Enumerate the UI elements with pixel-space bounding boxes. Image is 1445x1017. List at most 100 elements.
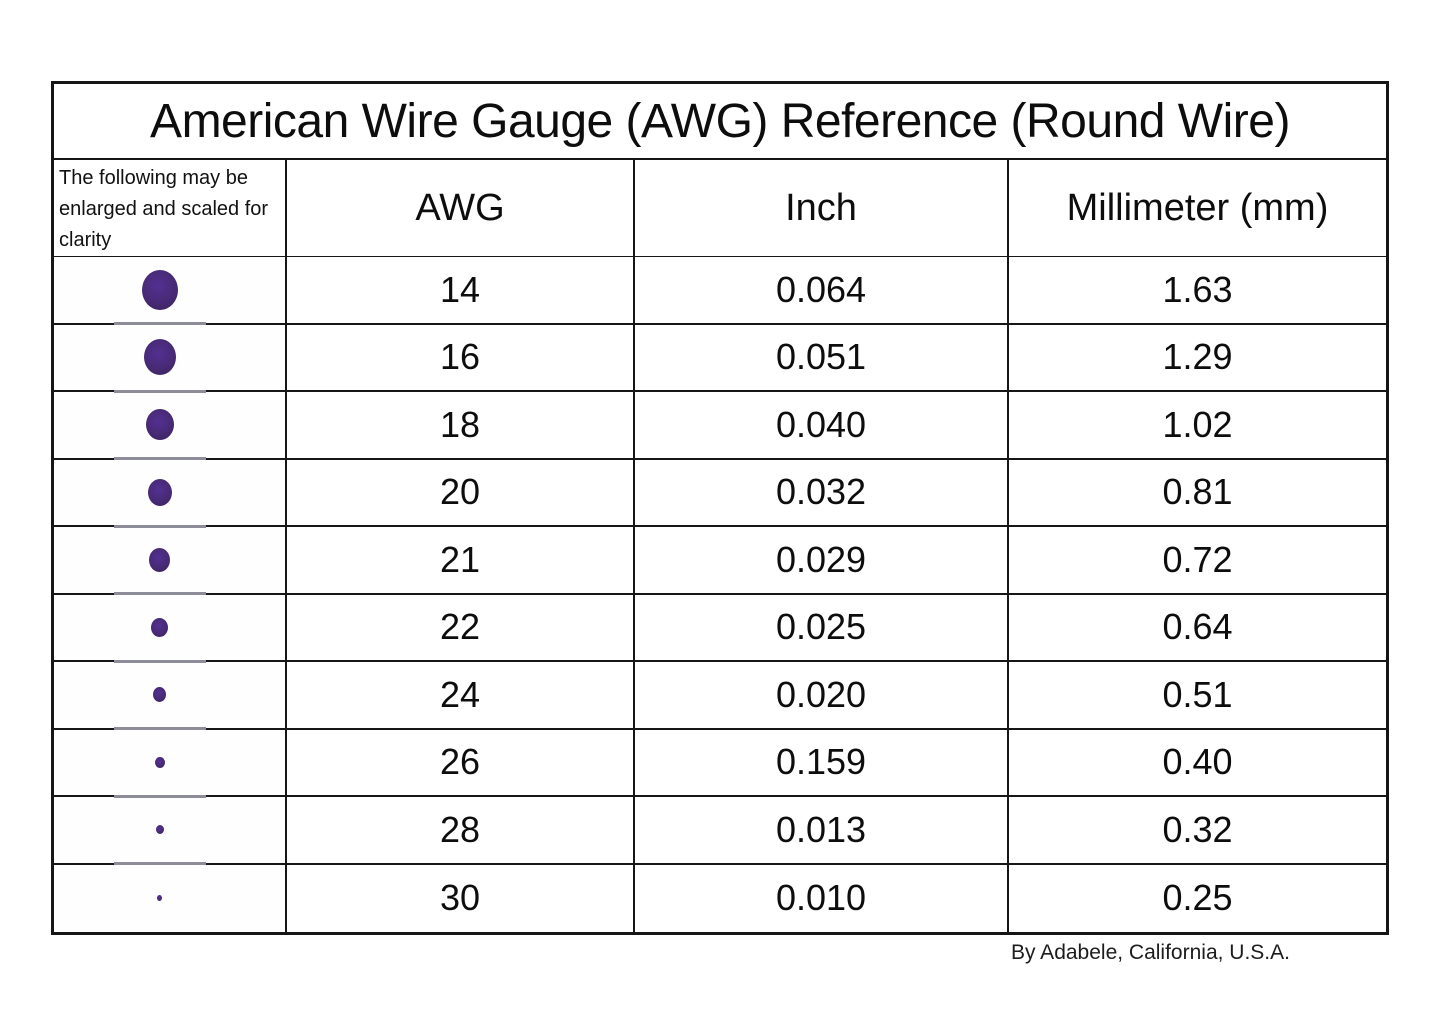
table-row: 18 0.040 1.02 [54, 392, 1386, 460]
header-cell-inch: Inch [635, 160, 1009, 256]
mm-value-cell: 0.32 [1009, 797, 1386, 865]
wire-diameter-dot-icon [151, 617, 168, 637]
wire-diameter-dot-icon [145, 409, 174, 441]
mm-value: 1.63 [1162, 268, 1233, 310]
wire-size-dot-cell [54, 324, 287, 392]
mm-value-cell: 0.64 [1009, 594, 1386, 662]
wire-size-dot-cell [54, 864, 287, 932]
inch-value-cell: 0.051 [635, 324, 1009, 392]
awg-value-cell: 18 [287, 392, 635, 460]
wire-size-dot-cell [54, 729, 287, 797]
awg-reference-table: American Wire Gauge (AWG) Reference (Rou… [51, 81, 1389, 935]
mm-value: 0.51 [1162, 673, 1233, 715]
inch-column-header: Inch [785, 186, 857, 229]
mm-value-cell: 1.02 [1009, 392, 1386, 460]
inch-value-cell: 0.032 [635, 459, 1009, 527]
mm-value: 1.29 [1162, 336, 1233, 378]
table-row: 30 0.010 0.25 [54, 864, 1386, 932]
mm-value: 0.25 [1162, 877, 1233, 919]
awg-value-cell: 16 [287, 324, 635, 392]
awg-value: 20 [439, 471, 481, 513]
mm-value-cell: 0.40 [1009, 729, 1386, 797]
inch-value-cell: 0.020 [635, 662, 1009, 730]
inch-value-cell: 0.013 [635, 797, 1009, 865]
awg-value: 30 [439, 877, 481, 919]
wire-size-dot-cell [54, 662, 287, 730]
inch-value: 0.013 [775, 808, 867, 850]
inch-value: 0.040 [775, 403, 867, 445]
mm-value: 0.40 [1162, 741, 1233, 783]
table-row: 26 0.159 0.40 [54, 729, 1386, 797]
mm-value: 1.02 [1162, 403, 1233, 445]
awg-value: 18 [439, 403, 481, 445]
table-body: 14 0.064 1.63 16 0.051 1.29 [54, 257, 1386, 932]
inch-value-cell: 0.064 [635, 257, 1009, 325]
wire-diameter-dot-icon [147, 478, 172, 506]
table-row: 16 0.051 1.29 [54, 324, 1386, 392]
inch-value: 0.064 [775, 268, 867, 310]
awg-value-cell: 26 [287, 729, 635, 797]
inch-value-cell: 0.029 [635, 527, 1009, 595]
mm-value: 0.64 [1162, 606, 1233, 648]
awg-value: 24 [439, 673, 481, 715]
wire-diameter-dot-icon [157, 895, 162, 902]
millimeter-column-header: Millimeter (mm) [1066, 186, 1329, 229]
wire-size-dot-cell [54, 459, 287, 527]
inch-value-cell: 0.025 [635, 594, 1009, 662]
credit-text: By Adabele, California, U.S.A. [1011, 941, 1290, 964]
header-cell-awg: AWG [287, 160, 635, 256]
awg-value-cell: 28 [287, 797, 635, 865]
mm-value-cell: 1.29 [1009, 324, 1386, 392]
inch-value: 0.029 [775, 538, 867, 580]
wire-diameter-dot-icon [154, 756, 165, 768]
wire-diameter-dot-icon [153, 687, 166, 703]
table-title: American Wire Gauge (AWG) Reference (Rou… [54, 84, 1386, 160]
wire-size-dot-cell [54, 392, 287, 460]
inch-value: 0.051 [775, 336, 867, 378]
awg-value-cell: 14 [287, 257, 635, 325]
header-cell-mm: Millimeter (mm) [1009, 160, 1386, 256]
mm-value-cell: 0.81 [1009, 459, 1386, 527]
mm-value-cell: 0.25 [1009, 864, 1386, 932]
awg-value: 26 [439, 741, 481, 783]
awg-column-header: AWG [415, 186, 505, 229]
mm-value: 0.72 [1162, 538, 1233, 580]
table-row: 22 0.025 0.64 [54, 594, 1386, 662]
awg-value: 21 [439, 538, 481, 580]
inch-value-cell: 0.040 [635, 392, 1009, 460]
mm-value: 0.32 [1162, 808, 1233, 850]
awg-value: 28 [439, 808, 481, 850]
mm-value-cell: 1.63 [1009, 257, 1386, 325]
awg-value-cell: 21 [287, 527, 635, 595]
table-row: 24 0.020 0.51 [54, 662, 1386, 730]
table-row: 20 0.032 0.81 [54, 459, 1386, 527]
wire-diameter-dot-icon [143, 339, 176, 376]
awg-value-cell: 30 [287, 864, 635, 932]
mm-value: 0.81 [1162, 471, 1233, 513]
wire-diameter-dot-icon [149, 547, 170, 572]
awg-value: 16 [439, 336, 481, 378]
table-header-row: The following may be enlarged and scaled… [54, 160, 1386, 257]
wire-size-dot-cell [54, 797, 287, 865]
awg-value-cell: 22 [287, 594, 635, 662]
wire-diameter-dot-icon [141, 269, 178, 310]
table-row: 28 0.013 0.32 [54, 797, 1386, 865]
inch-value: 0.020 [775, 673, 867, 715]
wire-size-dot-cell [54, 594, 287, 662]
inch-value-cell: 0.010 [635, 864, 1009, 932]
clarity-note: The following may be enlarged and scaled… [54, 160, 287, 256]
table-row: 21 0.029 0.72 [54, 527, 1386, 595]
wire-size-dot-cell [54, 257, 287, 325]
wire-diameter-dot-icon [155, 825, 164, 835]
inch-value: 0.032 [775, 471, 867, 513]
inch-value: 0.025 [775, 606, 867, 648]
inch-value: 0.010 [775, 877, 867, 919]
mm-value-cell: 0.72 [1009, 527, 1386, 595]
inch-value: 0.159 [775, 741, 867, 783]
inch-value-cell: 0.159 [635, 729, 1009, 797]
wire-size-dot-cell [54, 527, 287, 595]
awg-value-cell: 24 [287, 662, 635, 730]
awg-value: 22 [439, 606, 481, 648]
awg-value: 14 [439, 268, 481, 310]
awg-value-cell: 20 [287, 459, 635, 527]
